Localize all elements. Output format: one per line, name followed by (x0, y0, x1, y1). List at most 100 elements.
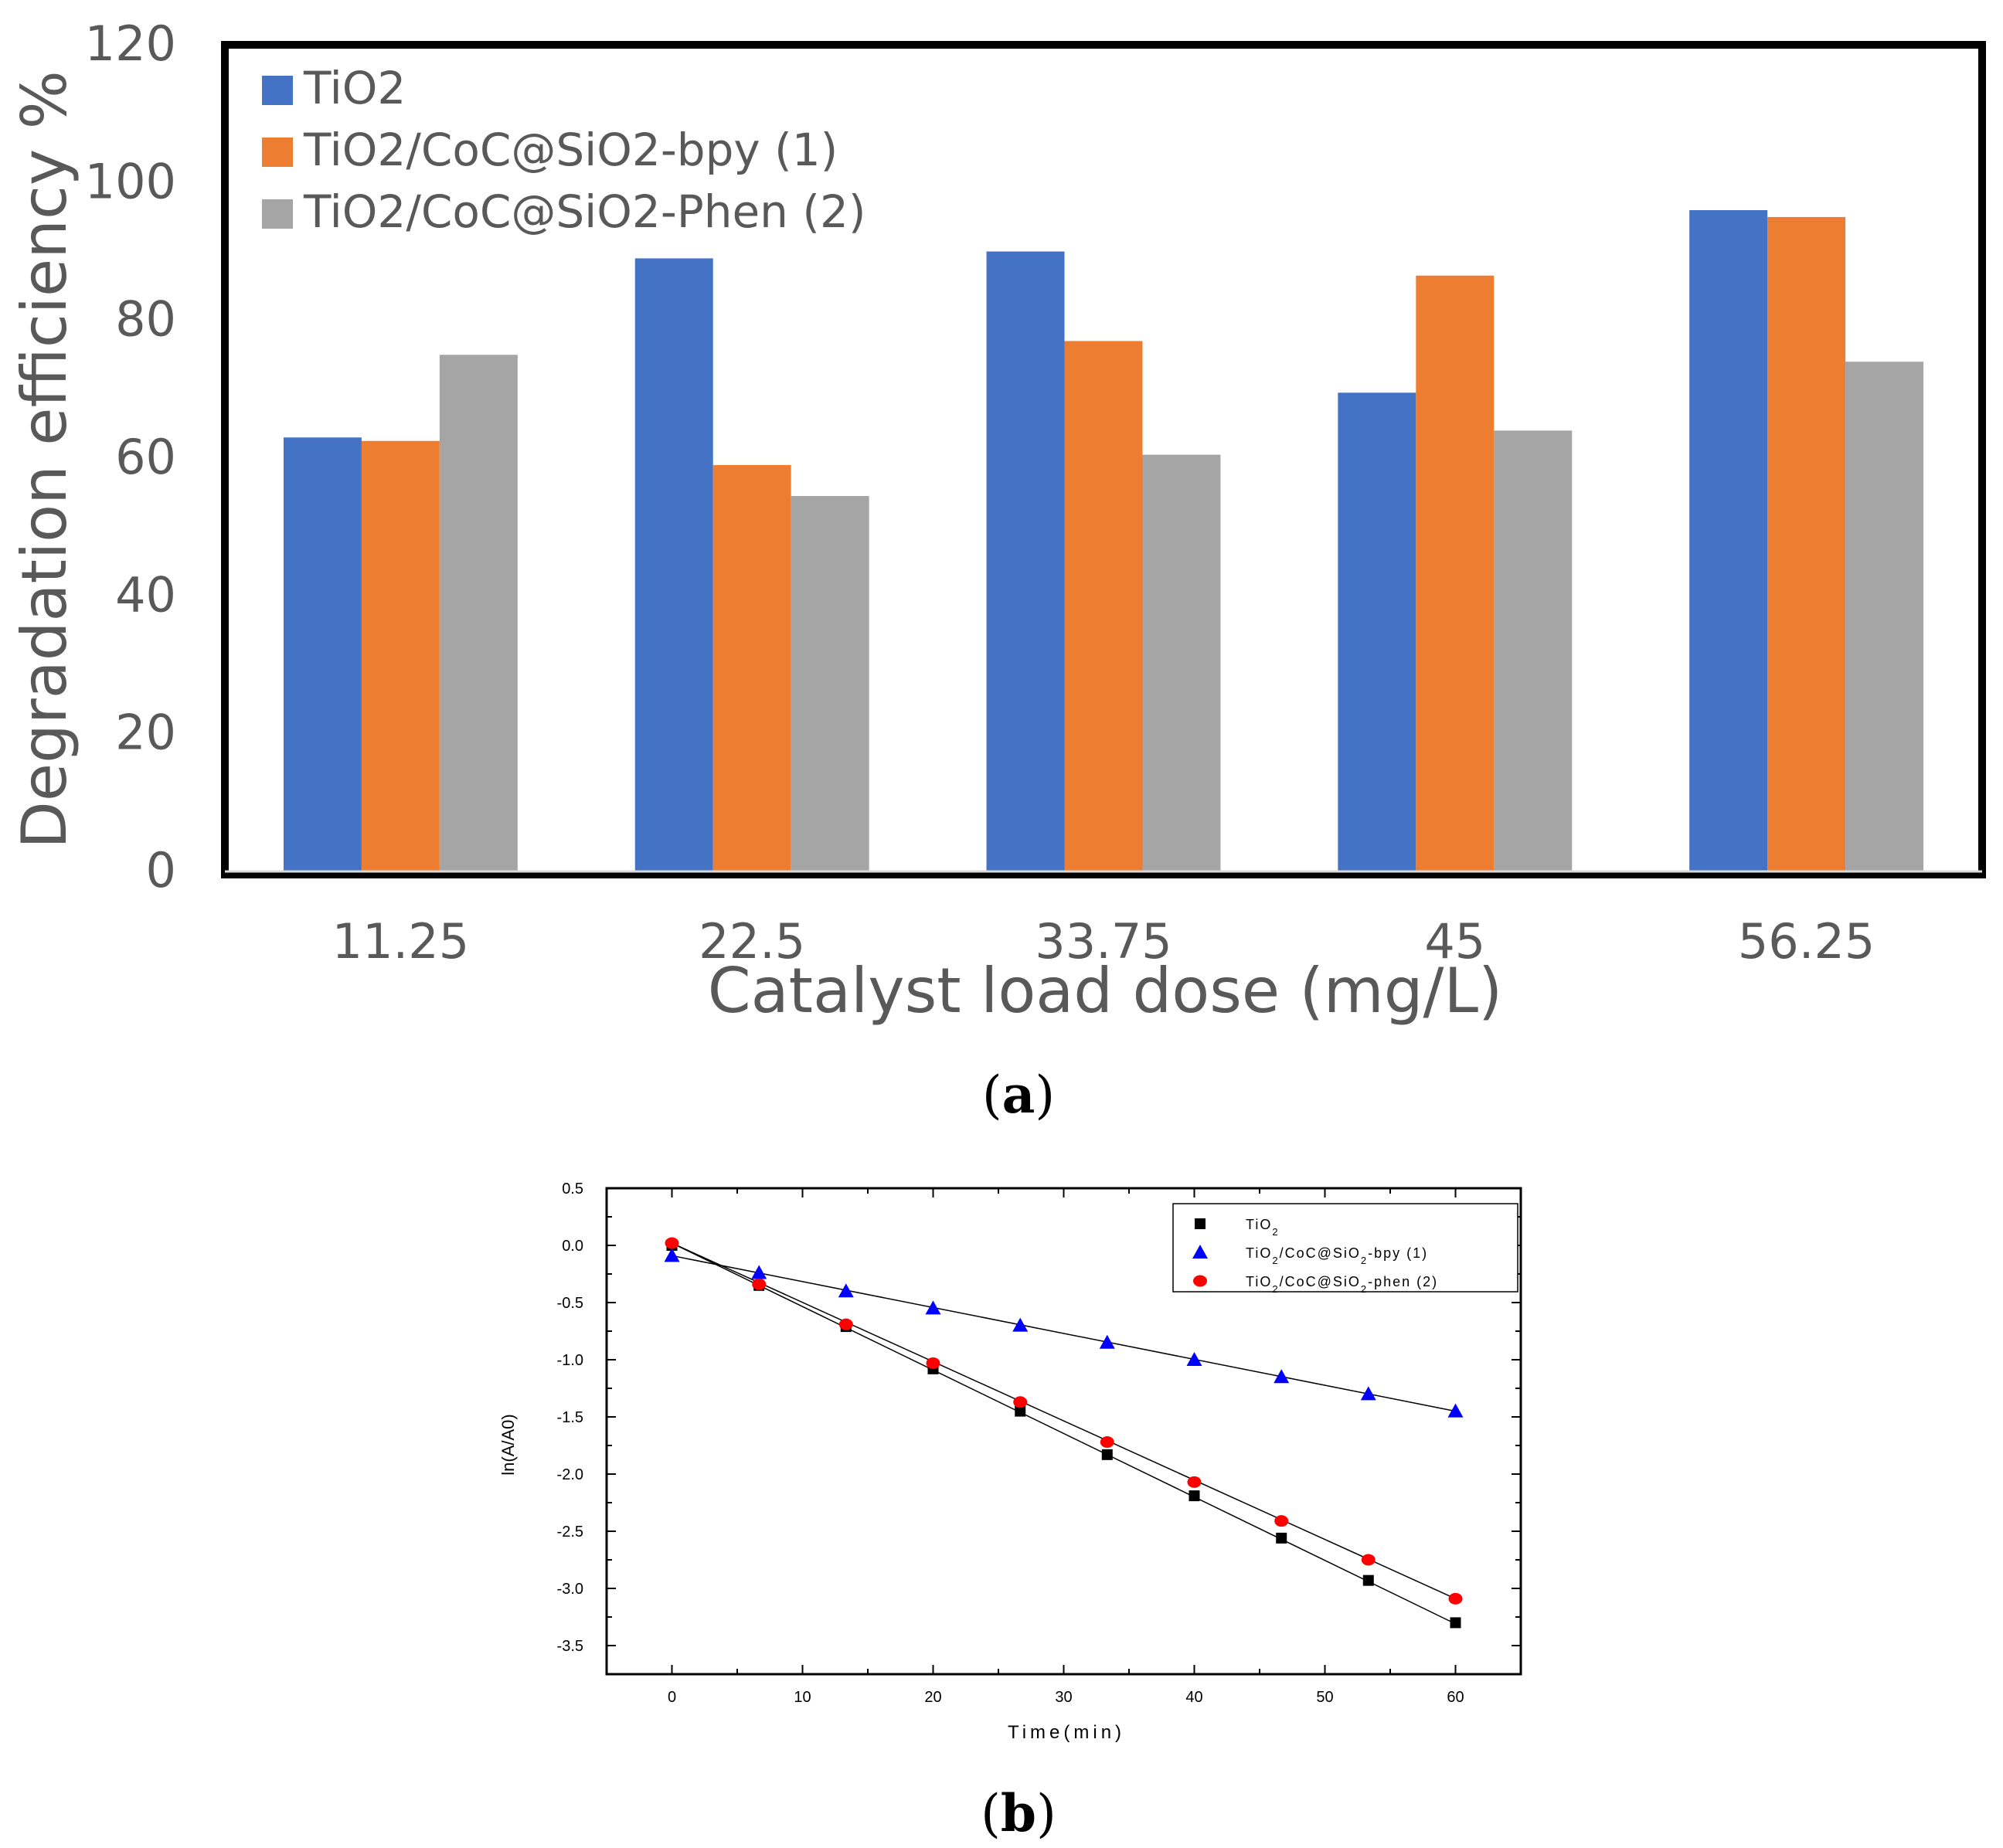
bar-TiO2-22.5 (634, 258, 713, 872)
data-point (664, 1248, 680, 1262)
bar-TiO2/CoC@SiO2-Phen (2)-45 (1494, 430, 1573, 871)
y-tick-label-b: -3.0 (557, 1581, 583, 1598)
y-tick-label-b: -2.0 (557, 1466, 583, 1483)
data-point (1101, 1449, 1113, 1460)
x-tick-label: 56.25 (1738, 913, 1875, 970)
data-point (838, 1318, 853, 1330)
data-point (1276, 1532, 1287, 1544)
bar-TiO2/CoC@SiO2-bpy (1)-56.25 (1767, 216, 1846, 872)
data-point (925, 1300, 941, 1315)
y-tick-label: 120 (85, 15, 176, 72)
bar-TiO2/CoC@SiO2-bpy (1)-22.5 (712, 464, 791, 871)
bar-chart-panel: 0 20 40 60 80 100 120 11.25 22.5 33.75 45 56.25 Ti… (9, 15, 1986, 1027)
y-tick-label: 80 (115, 291, 176, 348)
legend-marker (1195, 1218, 1206, 1229)
y-tick-label-b: 0.5 (562, 1180, 583, 1197)
x-tick-label: 33.75 (1035, 913, 1172, 970)
y-tick-labels: 0 20 40 60 80 100 120 (85, 15, 176, 899)
data-point (1362, 1575, 1374, 1586)
legend-label: TiO2/CoC@SiO2-bpy (1) (303, 124, 838, 176)
data-point (1100, 1436, 1114, 1449)
data-point (1015, 1405, 1026, 1417)
legend: TiO2 TiO2/CoC@SiO2-bpy (1) TiO2/CoC@SiO2-P… (262, 62, 866, 238)
y-axis-label: Degradation efficiency % (9, 70, 80, 848)
legend-label-b: TiO2 (1246, 1217, 1280, 1238)
fit-line (672, 1255, 1456, 1412)
data-point (1189, 1490, 1200, 1502)
bar-TiO2/CoC@SiO2-Phen (2)-11.25 (439, 355, 518, 871)
y-tick-label: 60 (115, 429, 176, 485)
x-tick-label: 45 (1424, 913, 1485, 970)
y-tick-label-b: -3.5 (557, 1638, 583, 1655)
legend-marker (1193, 1275, 1207, 1287)
data-point (926, 1357, 940, 1369)
y-tick-label-b: -0.5 (557, 1295, 583, 1312)
legend-label: TiO2 (303, 62, 406, 114)
y-tick-label: 20 (115, 705, 176, 761)
x-tick-labels: 11.25 22.5 33.75 45 56.25 (332, 913, 1875, 970)
data-point (665, 1237, 679, 1249)
svg-text:(a): (a) (982, 1065, 1055, 1125)
legend-label-b: TiO2/CoC@SiO2-bpy (1) (1246, 1245, 1428, 1266)
bar-TiO2-45 (1338, 392, 1416, 872)
y-tick-label-b: -2.5 (557, 1524, 583, 1541)
line-chart-panel: 0 10 20 30 40 50 60 0.5 0.0 -0.5 -1.0 -1.5 -2.0 -2.5 -… (498, 1180, 1522, 1743)
tick-marks: 0 10 20 30 40 50 60 0.5 0.0 -0.5 -1.0 -1.5 -2.0 -2.5 -… (557, 1180, 1522, 1706)
y-tick-label: 40 (115, 566, 176, 623)
bar-TiO2/CoC@SiO2-bpy (1)-45 (1416, 275, 1495, 871)
data-point (1013, 1396, 1028, 1408)
data-point (1448, 1592, 1463, 1605)
x-tick-label: 22.5 (699, 913, 805, 970)
bar-TiO2/CoC@SiO2-Phen (2)-33.75 (1142, 454, 1221, 871)
y-tick-label-b: 0.0 (562, 1238, 583, 1255)
x-tick-label-b: 10 (794, 1689, 811, 1706)
x-axis-label-b: Time(min) (1008, 1722, 1125, 1743)
data-point (838, 1283, 854, 1298)
fit-line (672, 1242, 1456, 1625)
x-tick-label-b: 30 (1055, 1689, 1072, 1706)
data-point (751, 1265, 767, 1279)
bar-TiO2/CoC@SiO2-Phen (2)-22.5 (791, 496, 869, 871)
legend-label: TiO2/CoC@SiO2-Phen (2) (303, 185, 866, 238)
bar-group (283, 210, 1924, 872)
x-tick-label-b: 50 (1316, 1689, 1333, 1706)
data-point (1360, 1386, 1376, 1401)
data-point (1274, 1369, 1290, 1384)
data-point (1361, 1554, 1376, 1566)
y-tick-label: 100 (85, 153, 176, 209)
legend-marker (1192, 1245, 1208, 1259)
x-tick-label-b: 60 (1447, 1689, 1464, 1706)
legend-swatch (262, 199, 293, 229)
panel-b-letter: b (1001, 1783, 1036, 1843)
data-point (752, 1278, 767, 1290)
y-tick-label-b: -1.5 (557, 1409, 583, 1426)
plot-frame (221, 41, 1986, 878)
bar-TiO2/CoC@SiO2-Phen (2)-56.25 (1845, 362, 1924, 872)
data-point (1186, 1352, 1202, 1366)
data-point (1274, 1515, 1289, 1527)
fit-line (672, 1242, 1456, 1600)
legend-box (1172, 1203, 1518, 1293)
legend-swatch (262, 138, 293, 167)
bar-TiO2-11.25 (283, 437, 362, 871)
legend-label-b: TiO2/CoC@SiO2-phen (2) (1246, 1274, 1438, 1295)
bar-TiO2-56.25 (1689, 210, 1768, 871)
y-tick-label: 0 (146, 842, 176, 899)
bar-TiO2/CoC@SiO2-bpy (1)-11.25 (361, 440, 440, 871)
fit-lines (672, 1242, 1456, 1625)
x-tick-label-b: 0 (668, 1689, 676, 1706)
y-tick-label-b: -1.0 (557, 1352, 583, 1369)
panel-b-caption: (b) (981, 1783, 1056, 1843)
legend-b: TiO2 TiO2/CoC@SiO2-bpy (1) TiO2/CoC@SiO2-p… (1172, 1203, 1518, 1295)
panel-a-caption: (a) (982, 1065, 1055, 1125)
x-tick-label: 11.25 (332, 913, 470, 970)
data-point (1447, 1403, 1464, 1418)
bar-TiO2-33.75 (986, 251, 1065, 871)
legend-swatch (262, 76, 293, 105)
y-axis-label-b: ln(A/A0) (498, 1414, 518, 1475)
x-tick-label-b: 40 (1185, 1689, 1202, 1706)
svg-text:(b): (b) (981, 1783, 1056, 1843)
data-point (1187, 1476, 1202, 1488)
bar-TiO2/CoC@SiO2-bpy (1)-33.75 (1064, 341, 1143, 872)
